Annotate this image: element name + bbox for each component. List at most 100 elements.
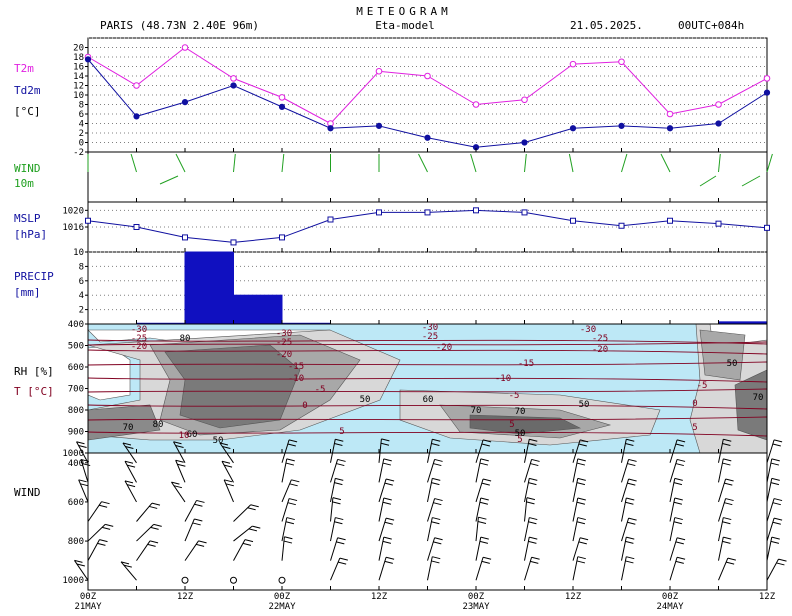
wind-barb-flag — [149, 540, 159, 544]
td2m-line — [87, 59, 768, 148]
temp-contour — [87, 431, 768, 437]
precip-bar — [184, 251, 234, 325]
y-tick-label: 500 — [68, 342, 84, 352]
wind-barb-flag — [480, 536, 489, 540]
td2m-point — [84, 56, 92, 63]
wind-barb — [175, 460, 186, 483]
wind-barb-flag — [78, 445, 87, 448]
wind-barb-flag — [773, 498, 783, 502]
wind-barb-flag — [432, 477, 441, 481]
wind-barb-flag — [244, 539, 254, 543]
mslp-point — [279, 234, 285, 241]
wind-barb-flag — [242, 542, 252, 546]
wind-barb-flag — [526, 501, 535, 505]
t2m-point — [181, 44, 189, 51]
wind-barb-flag — [289, 483, 298, 487]
wind-barb-flag — [385, 517, 395, 521]
wind-barb-flag — [337, 458, 346, 462]
wind-barb-flag — [335, 438, 344, 442]
wind-barb-flag — [482, 439, 492, 443]
wind-barb — [281, 517, 288, 542]
td2m-point — [327, 125, 334, 132]
wind-barb-flag — [482, 556, 492, 560]
wind-barb — [669, 557, 678, 581]
y-tick-label: 400 — [68, 459, 84, 469]
wind-barb-flag — [219, 442, 229, 446]
wind-barb-flag — [675, 560, 684, 564]
mslp-point — [376, 209, 382, 216]
wind-barb-flag — [530, 463, 539, 467]
wind-barb-flag — [287, 502, 296, 506]
t2m-point — [763, 75, 771, 82]
wind-profile-label: WIND — [14, 486, 41, 499]
wind-barb-flag — [577, 556, 586, 560]
wind-barb — [718, 478, 727, 503]
temp-contour-label: -30 — [276, 329, 292, 339]
wind-barb — [76, 441, 89, 464]
y-tick-label: 800 — [68, 537, 84, 547]
wind-barb-flag — [385, 556, 395, 560]
wind-barb — [524, 537, 530, 561]
wind-barb-flag — [431, 443, 440, 446]
wind-barb-flag — [722, 462, 731, 466]
wind10-barb — [718, 153, 721, 173]
wind-barb-flag — [481, 560, 490, 564]
wind-barb-flag — [224, 479, 233, 483]
wind-barb — [475, 497, 482, 522]
wind-barb-flag — [628, 458, 637, 462]
mslp-point — [182, 234, 188, 241]
temp-contour-label: -15 — [288, 362, 304, 372]
wind-barb-flag — [770, 540, 780, 544]
wind-barb — [718, 537, 724, 561]
wind-barb-flag — [529, 536, 538, 540]
td2m-point — [424, 134, 431, 141]
chart-title: METEOGRAM — [356, 5, 452, 18]
wind-barb-flag — [776, 562, 785, 566]
run-label: 00UTC+084h — [678, 19, 744, 32]
wind-barb — [572, 478, 579, 503]
wind-barb — [87, 501, 102, 522]
wind-barb-flag — [222, 446, 231, 450]
wind-barb-flag — [433, 463, 442, 467]
wind-barb-flag — [773, 439, 783, 443]
wind-barb-flag — [198, 540, 207, 544]
wind-barb-flag — [576, 560, 586, 564]
wind-barb-flag — [480, 497, 489, 501]
wind10-barb — [418, 153, 428, 173]
calm-circle — [278, 576, 286, 584]
wind-barb-flag — [676, 556, 686, 560]
wind-barb-flag — [725, 498, 734, 502]
temp-contour — [87, 339, 768, 345]
temp-contour-label: 10 — [179, 431, 190, 441]
wind-barb-flag — [675, 443, 684, 447]
x-tick-label: 12Z — [565, 592, 582, 602]
rh-contour-label: 70 — [471, 406, 482, 416]
wind-barb-flag — [723, 438, 732, 442]
temp-contour-label: -10 — [288, 374, 304, 384]
temp-contour — [87, 404, 768, 410]
wind-barb — [136, 540, 151, 561]
t2m-point — [375, 67, 383, 75]
wind-barb-flag — [478, 516, 487, 520]
wind-barb — [122, 442, 137, 464]
wind-barb-flag — [285, 462, 295, 466]
wind-barb-flag — [722, 540, 731, 544]
wind-barb-flag — [577, 458, 586, 462]
td2m-point — [666, 125, 674, 132]
wind-barb-flag — [334, 443, 343, 446]
temp-contour-label: -25 — [276, 338, 292, 348]
y-tick-label: 0 — [79, 139, 84, 149]
wind-barb-flag — [480, 458, 489, 462]
wind-barb-flag — [432, 556, 441, 560]
temp-contour-label: 5 — [339, 427, 344, 437]
temp-unit-label: [°C] — [14, 105, 41, 118]
precip-bar — [233, 294, 283, 325]
wind-barb-flag — [288, 498, 298, 502]
rh-contour-label: 50 — [360, 395, 371, 405]
y-tick-label: 2 — [79, 129, 84, 139]
temp-contour-label: -30 — [422, 323, 438, 333]
wind-barb-flag — [625, 501, 634, 505]
wind-barb-flag — [771, 536, 780, 540]
